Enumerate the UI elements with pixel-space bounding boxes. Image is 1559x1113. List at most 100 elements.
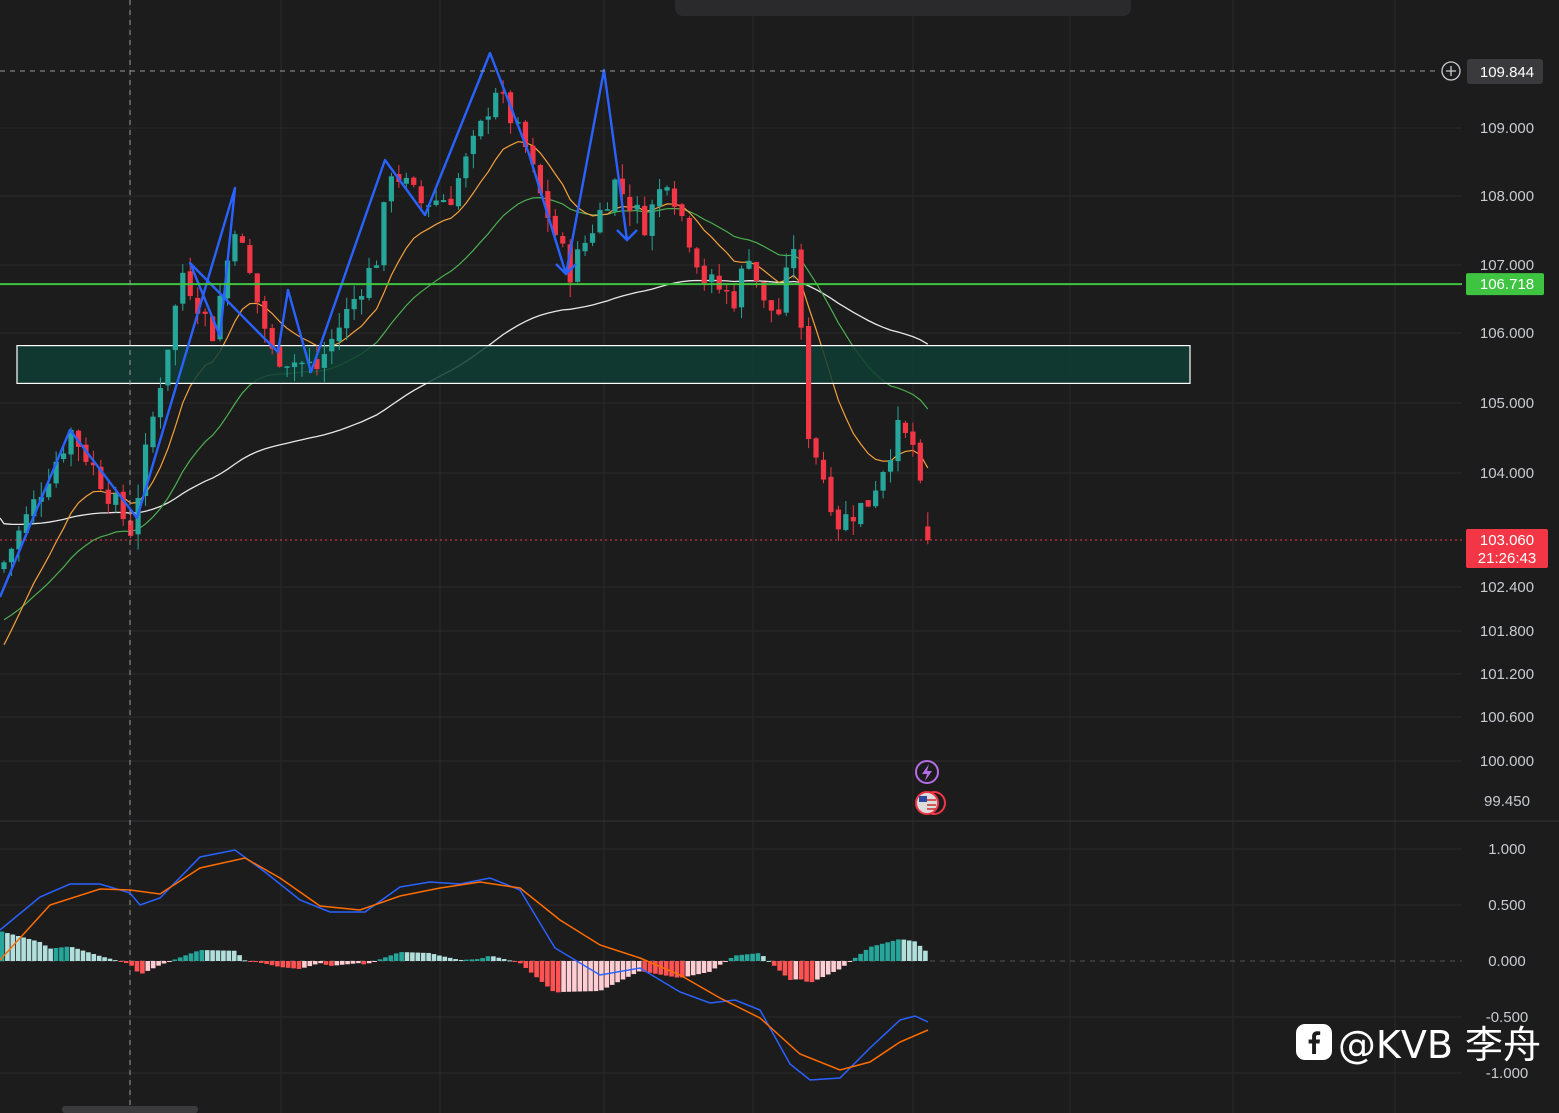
macd-histogram-bar [545,961,550,987]
macd-histogram-bar [501,959,507,961]
macd-histogram-bar [194,951,199,961]
candle-body [61,453,67,460]
candle-body [373,265,380,268]
macd-histogram-bar [275,961,280,967]
macd-histogram-bar [582,961,588,992]
candle-body [247,245,253,273]
macd-histogram-bar [572,961,577,992]
macd-histogram-bar [264,961,269,964]
candle-body [388,176,394,202]
candle-body [411,177,417,185]
macd-histogram-bar [831,961,836,972]
candle-body [567,244,573,283]
macd-histogram-bar [669,961,674,977]
macd-histogram-bar [350,961,356,964]
candle-body [157,387,164,418]
candle-body [321,354,327,368]
macd-histogram-bar [188,953,194,961]
candle-body [679,204,685,217]
candle-body [113,493,119,505]
macd-histogram-bar [248,961,253,962]
macd-histogram-bar [91,954,97,961]
macd-histogram-bar [534,961,539,978]
support-price-tag [1466,273,1544,296]
macd-line [0,849,929,1081]
macd-histogram-bar [523,961,529,968]
macd-histogram-bar [809,961,815,983]
macd-histogram-bar [728,957,734,961]
candle-body [724,290,730,292]
candle-body [299,362,305,365]
candle-body [649,204,655,236]
candle-body [500,92,506,94]
macd-histogram-bar [80,950,86,961]
macd-histogram-bar [199,950,205,961]
candle-body [843,514,849,530]
candle-body [277,346,283,367]
macd-histogram-bar [852,957,858,961]
candle-body [284,366,290,368]
macd-histogram-bar [539,961,545,982]
macd-histogram-bar [680,961,685,978]
signal-line [0,857,929,1071]
ma-mid-line [3,196,929,621]
candle-body [23,514,29,533]
macd-histogram-bar [512,961,518,962]
macd-histogram-bar [366,961,372,964]
candle-body [910,431,916,445]
macd-histogram-bar [566,961,572,992]
candle-body [180,272,186,304]
last-price-tag [1466,529,1548,568]
macd-histogram-bar [59,947,64,961]
price-tick-label: 102.400 [1480,579,1534,596]
candle-body [664,187,670,191]
macd-histogram-bar [458,959,464,961]
candle-body [850,516,856,522]
watermark-text: @KVB 李舟 [1337,1023,1541,1067]
candle-body [873,490,879,507]
macd-histogram-bar [923,950,928,961]
candle-body [366,268,372,298]
candle-body [709,274,715,283]
candle-body [46,483,52,498]
candle-body [381,202,387,266]
supply-demand-zone [16,345,1191,385]
drawing-toolbar[interactable] [675,0,1131,16]
macd-histogram-bar [410,952,415,961]
zigzag-arrow [616,229,638,242]
macd-histogram-bar [75,948,80,961]
us-flag-event-icon [915,791,939,815]
macd-histogram-bar [550,961,556,992]
time-scrollbar[interactable] [62,1106,198,1113]
macd-histogram-bar [863,949,869,961]
candle-body [269,327,275,349]
macd-histogram-bar [53,947,59,961]
price-tick-label: 101.800 [1480,623,1534,640]
candle-body [150,416,156,448]
candle-body [552,215,558,236]
candle-body [463,156,469,179]
macd-histogram-bar [696,961,701,975]
candle-body [597,210,603,233]
candle-body [210,316,216,342]
candle-body [746,260,752,269]
macd-histogram-bar [599,961,604,991]
macd-histogram-bar [361,961,367,965]
macd-histogram-bar [474,959,480,961]
macd-histogram-bar [15,936,21,961]
macd-histogram-bar [626,961,631,977]
macd-histogram-bar [0,931,5,961]
macd-histogram-bar [323,961,329,965]
candle-body [232,234,238,262]
candle-body [694,248,700,268]
macd-histogram-bar [296,961,302,969]
macd-histogram-bar [113,960,118,962]
macd-histogram-bar [717,961,723,965]
watermark: @KVB 李舟 [1295,1014,1541,1069]
macd-histogram-bar [707,961,712,972]
candle-body [835,509,841,530]
candle-body [813,438,819,458]
macd-histogram-bar [269,961,275,966]
